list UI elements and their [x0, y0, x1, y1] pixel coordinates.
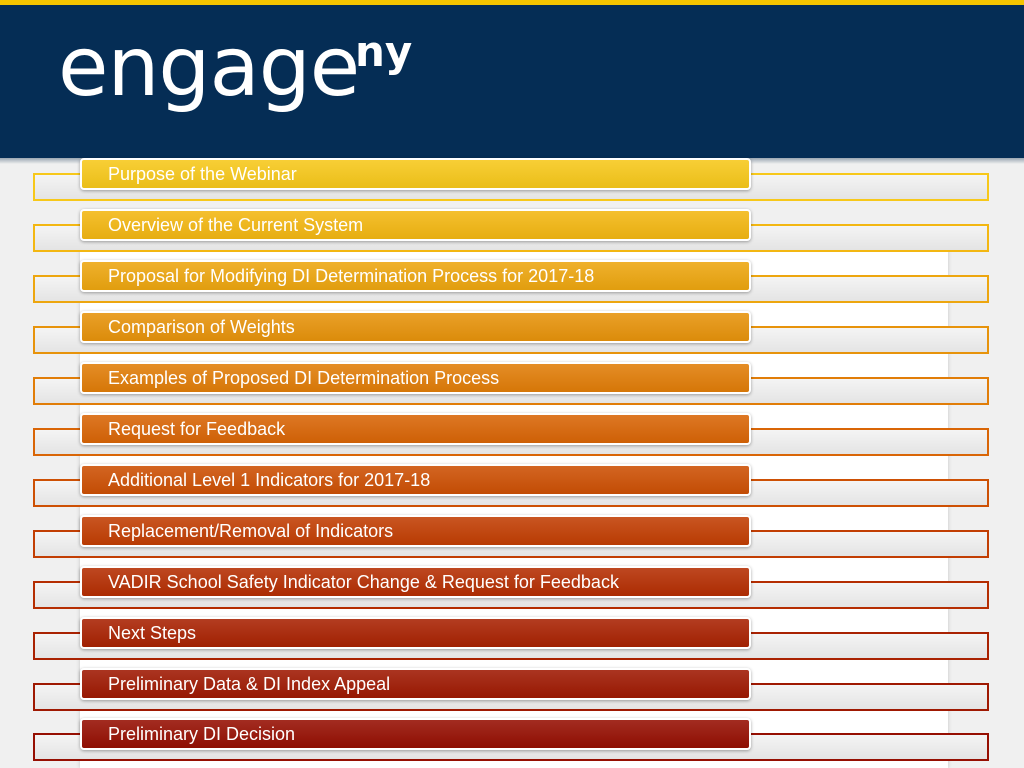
- agenda-item-label: Additional Level 1 Indicators for 2017-1…: [108, 470, 431, 490]
- agenda-item: Preliminary DI Decision: [0, 718, 1024, 768]
- logo-wordmark: engage: [58, 20, 360, 115]
- agenda-item-label: VADIR School Safety Indicator Change & R…: [108, 572, 619, 592]
- agenda-item: Proposal for Modifying DI Determination …: [0, 260, 1024, 310]
- header-banner: engage ny: [0, 5, 1024, 158]
- top-accent-rule: [0, 0, 1024, 5]
- agenda-item-label: Preliminary DI Decision: [108, 724, 296, 744]
- agenda-item-pill[interactable]: [80, 260, 751, 292]
- agenda-item: VADIR School Safety Indicator Change & R…: [0, 566, 1024, 616]
- agenda-item-label: Overview of the Current System: [108, 215, 364, 235]
- agenda-item: Overview of the Current System: [0, 209, 1024, 259]
- agenda-item-pill[interactable]: [80, 464, 751, 496]
- agenda-item-pill[interactable]: [80, 668, 751, 700]
- agenda-item-label: Replacement/Removal of Indicators: [108, 521, 394, 541]
- agenda-item-pill[interactable]: [80, 311, 751, 343]
- agenda-item-label: Request for Feedback: [108, 419, 286, 439]
- agenda-item-pill[interactable]: [80, 566, 751, 598]
- agenda-item-pill[interactable]: [80, 515, 751, 547]
- logo-superscript: ny: [355, 27, 413, 76]
- agenda-item-pill[interactable]: [80, 158, 751, 190]
- agenda-item-pill[interactable]: [80, 362, 751, 394]
- agenda-item: Next Steps: [0, 617, 1024, 667]
- agenda-item-pill[interactable]: [80, 413, 751, 445]
- agenda-item-pill[interactable]: [80, 617, 751, 649]
- agenda-item: Replacement/Removal of Indicators: [0, 515, 1024, 565]
- agenda-item-pill[interactable]: [80, 718, 751, 750]
- agenda-item: Preliminary Data & DI Index Appeal: [0, 668, 1024, 718]
- engageny-logo: engage ny: [58, 20, 412, 115]
- agenda-item-label: Purpose of the Webinar: [108, 164, 297, 184]
- agenda-item-label: Comparison of Weights: [108, 317, 295, 337]
- agenda-item: Examples of Proposed DI Determination Pr…: [0, 362, 1024, 412]
- agenda-item: Request for Feedback: [0, 413, 1024, 463]
- agenda-item: Additional Level 1 Indicators for 2017-1…: [0, 464, 1024, 514]
- agenda-item-label: Next Steps: [108, 623, 197, 643]
- agenda-item-label: Proposal for Modifying DI Determination …: [108, 266, 595, 286]
- agenda-item: Purpose of the Webinar: [0, 158, 1024, 208]
- agenda-item-label: Examples of Proposed DI Determination Pr…: [108, 368, 500, 388]
- agenda-item-label: Preliminary Data & DI Index Appeal: [108, 674, 391, 694]
- agenda-item: Comparison of Weights: [0, 311, 1024, 361]
- agenda-item-pill[interactable]: [80, 209, 751, 241]
